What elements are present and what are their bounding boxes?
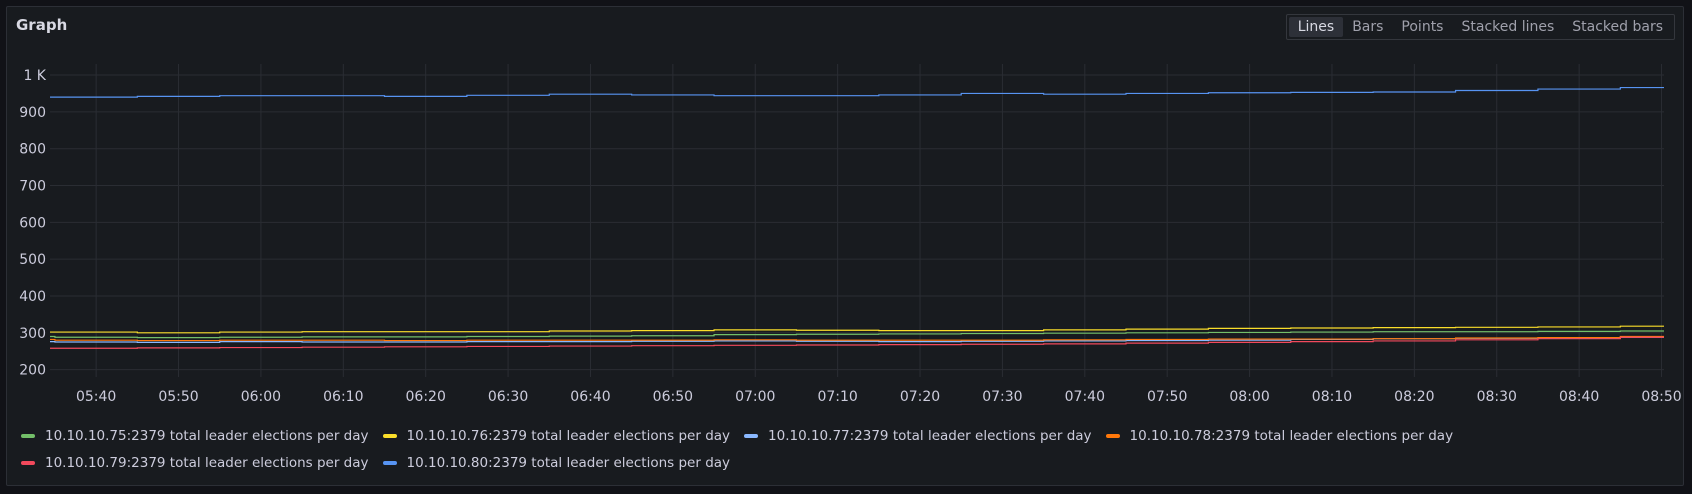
legend-item[interactable]: 10.10.10.76:2379 total leader elections … [382, 427, 731, 444]
y-tick-label: 200 [19, 363, 46, 379]
x-tick-label: 05:40 [76, 389, 116, 405]
legend-row: 10.10.10.79:2379 total leader elections … [21, 449, 1661, 476]
x-tick-label: 06:00 [241, 389, 281, 405]
series-line-5 [50, 336, 1664, 349]
series-line-4 [50, 335, 1664, 342]
legend-item[interactable]: 10.10.10.79:2379 total leader elections … [21, 455, 369, 471]
y-tick-label: 500 [19, 252, 46, 268]
legend-row: 10.10.10.75:2379 total leader elections … [21, 422, 1661, 449]
visualization-mode-toggle: Lines Bars Points Stacked lines Stacked bars [1285, 14, 1675, 40]
legend-label: 10.10.10.75:2379 total leader elections … [45, 427, 369, 444]
mode-button-points[interactable]: Points [1401, 19, 1444, 35]
legend-item[interactable]: 10.10.10.77:2379 total leader elections … [744, 428, 1092, 444]
legend-swatch [21, 460, 35, 465]
y-tick-label: 600 [19, 215, 46, 231]
legend-swatch [382, 433, 397, 438]
series-line-2 [50, 325, 1664, 334]
mode-button-stacked-lines[interactable]: Stacked lines [1461, 19, 1555, 35]
x-tick-label: 06:10 [323, 389, 363, 405]
x-tick-label: 07:00 [735, 389, 775, 405]
y-tick-label: 1 K [23, 68, 46, 84]
panel-title: Graph [16, 16, 68, 34]
x-tick-label: 07:30 [982, 389, 1022, 405]
y-tick-label: 700 [19, 179, 46, 195]
series-line-1 [50, 330, 1664, 339]
graph-panel: Graph Lines Bars Points Stacked lines Stacke… [6, 6, 1684, 486]
x-tick-label: 07:50 [1147, 389, 1187, 405]
x-tick-label: 08:40 [1559, 389, 1599, 405]
x-tick-label: 08:00 [1229, 389, 1269, 405]
y-tick-label: 300 [19, 326, 46, 342]
legend-swatch [21, 433, 35, 438]
legend-item[interactable]: 10.10.10.75:2379 total leader elections … [21, 428, 369, 444]
legend-label: 10.10.10.77:2379 total leader elections … [768, 427, 1092, 444]
legend-item[interactable]: 10.10.10.78:2379 total leader elections … [1105, 427, 1454, 444]
x-tick-label: 07:10 [817, 389, 857, 405]
x-tick-label: 07:20 [900, 389, 940, 405]
x-tick-label: 08:30 [1477, 389, 1517, 405]
legend-swatch [382, 460, 397, 465]
x-tick-label: 08:50 [1641, 389, 1681, 405]
mode-button-lines[interactable]: Lines [1288, 17, 1344, 37]
legend-label: 10.10.10.79:2379 total leader elections … [45, 454, 369, 471]
x-tick-label: 08:20 [1394, 389, 1434, 405]
mode-button-bars[interactable]: Bars [1352, 19, 1384, 35]
y-tick-label: 400 [19, 289, 46, 305]
mode-button-stacked-bars[interactable]: Stacked bars [1572, 19, 1663, 35]
legend-swatch [1105, 433, 1120, 438]
legend: 10.10.10.75:2379 total leader elections … [21, 422, 1661, 476]
x-tick-label: 07:40 [1065, 389, 1105, 405]
x-tick-label: 08:10 [1312, 389, 1352, 405]
legend-label: 10.10.10.78:2379 total leader elections … [1129, 427, 1454, 444]
x-tick-label: 05:50 [158, 389, 198, 405]
series-line-6 [50, 86, 1664, 98]
x-tick-label: 06:50 [653, 389, 693, 405]
legend-swatch [744, 433, 759, 438]
legend-label: 10.10.10.80:2379 total leader elections … [406, 454, 731, 471]
x-tick-label: 06:40 [570, 389, 610, 405]
y-tick-label: 800 [19, 142, 46, 158]
y-tick-label: 900 [19, 105, 46, 121]
x-tick-label: 06:30 [488, 389, 528, 405]
legend-label: 10.10.10.76:2379 total leader elections … [406, 427, 731, 444]
x-tick-label: 06:20 [406, 389, 446, 405]
legend-item[interactable]: 10.10.10.80:2379 total leader elections … [382, 454, 731, 471]
